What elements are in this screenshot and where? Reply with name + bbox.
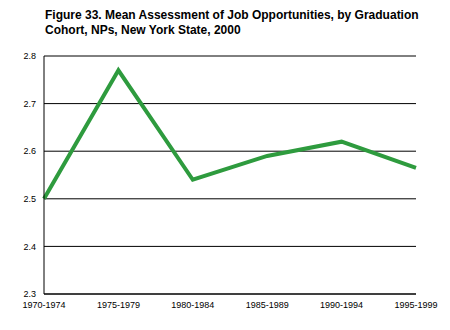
svg-text:2.5: 2.5 — [23, 194, 36, 204]
svg-text:1980-1984: 1980-1984 — [171, 300, 214, 310]
svg-text:1990-1994: 1990-1994 — [320, 300, 363, 310]
svg-text:1970-1974: 1970-1974 — [22, 300, 65, 310]
svg-text:1995-1999: 1995-1999 — [394, 300, 437, 310]
svg-text:1985-1989: 1985-1989 — [246, 300, 289, 310]
svg-text:2.4: 2.4 — [23, 242, 36, 252]
html-text:Figure 33. Mean Assessment of: Figure 33. Mean Assessment of Job Opport… — [45, 8, 419, 37]
svg-text:1975-1979: 1975-1979 — [97, 300, 140, 310]
svg-text:2.8: 2.8 — [23, 51, 36, 61]
svg-text:2.6: 2.6 — [23, 146, 36, 156]
svg-text:2.3: 2.3 — [23, 289, 36, 299]
svg-text:2.7: 2.7 — [23, 99, 36, 109]
